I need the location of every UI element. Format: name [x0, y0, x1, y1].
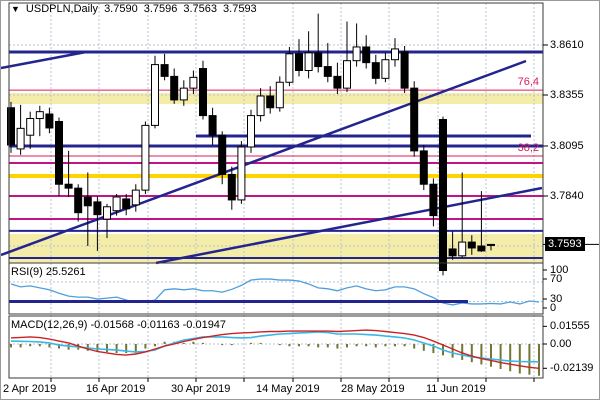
date-label-6: 11 Jun 2019 [426, 383, 486, 395]
chart-title: ▼ USDPLN,Daily 3.7590 3.7596 3.7563 3.75… [11, 3, 257, 15]
ohlc-low: 3.7563 [183, 3, 218, 15]
date-label-1: 2 Apr 2019 [3, 383, 57, 395]
rsi-tick-70: 70 [550, 273, 563, 285]
rsi-label: RSI(9) 25.5261 [11, 266, 86, 278]
collapse-chart-icon[interactable]: ▼ [11, 4, 20, 14]
current-price-tag: 3.7593 [545, 237, 585, 251]
ohlc-open: 3.7590 [104, 3, 138, 15]
fibo-label-764: 76,4 [517, 76, 539, 88]
ohlc-close: 3.7593 [223, 3, 257, 15]
date-label-2: 16 Apr 2019 [86, 383, 146, 395]
macd-tick-zero: 0.00 [550, 338, 572, 350]
fibo-label-382: 38,2 [517, 142, 539, 154]
price-tick-3: 3.8095 [550, 140, 584, 152]
macd-label: MACD(12,26,9) -0.01568 -0.01163 -0.01947 [11, 319, 227, 331]
macd-tick-low: -0.02139 [550, 362, 594, 374]
date-label-3: 30 Apr 2019 [171, 383, 231, 395]
date-label-5: 28 May 2019 [341, 383, 405, 395]
symbol-period-label: USDPLN,Daily [25, 3, 99, 15]
price-tick-2: 3.8355 [550, 89, 584, 101]
price-tick-4: 3.7840 [550, 190, 584, 202]
macd-tick-high: 0.01555 [550, 320, 590, 332]
rsi-tick-0: 0 [550, 302, 557, 314]
rsi-tick-30: 30 [550, 293, 563, 305]
price-tick-1: 3.8610 [550, 39, 584, 51]
date-label-4: 14 May 2019 [256, 383, 320, 395]
rsi-tick-100: 100 [550, 264, 569, 276]
ohlc-high: 3.7596 [143, 3, 178, 15]
